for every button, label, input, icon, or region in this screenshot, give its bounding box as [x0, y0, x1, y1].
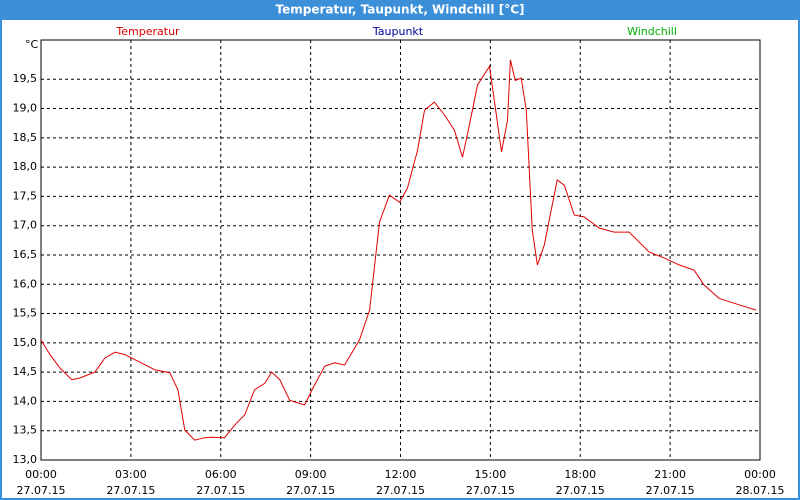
x-tick-date: 27.07.15: [17, 484, 66, 497]
x-tick-date: 27.07.15: [286, 484, 335, 497]
x-tick-label: 06:00: [205, 468, 237, 481]
x-tick-date: 27.07.15: [646, 484, 695, 497]
y-axis-label: °C: [25, 38, 39, 51]
y-tick-label: 16,0: [13, 277, 38, 290]
x-tick-label: 12:00: [385, 468, 417, 481]
y-tick-label: 18,0: [13, 160, 38, 173]
y-tick-label: 14,0: [13, 394, 38, 407]
legend-entry: Taupunkt: [372, 25, 424, 38]
x-tick-date: 27.07.15: [556, 484, 605, 497]
x-tick-date: 27.07.15: [106, 484, 155, 497]
x-tick-date: 27.07.15: [466, 484, 515, 497]
legend-entry: Windchill: [627, 25, 677, 38]
x-tick-label: 00:00: [25, 468, 57, 481]
y-tick-label: 15,5: [13, 307, 38, 320]
plot-frame: [40, 39, 761, 461]
y-tick-label: 14,5: [13, 365, 38, 378]
y-tick-label: 15,0: [13, 336, 38, 349]
y-tick-label: 18,5: [13, 131, 38, 144]
x-tick-label: 09:00: [295, 468, 327, 481]
x-tick-date: 27.07.15: [376, 484, 425, 497]
x-tick-date: 28.07.15: [736, 484, 785, 497]
x-tick-label: 00:00: [744, 468, 776, 481]
x-tick-label: 03:00: [115, 468, 147, 481]
y-tick-label: 13,0: [13, 453, 38, 466]
x-tick-label: 18:00: [564, 468, 596, 481]
y-tick-label: 13,5: [13, 424, 38, 437]
x-tick-label: 21:00: [654, 468, 686, 481]
data-line: [40, 59, 757, 441]
y-tick-label: 17,5: [13, 189, 38, 202]
x-tick-label: 15:00: [475, 468, 507, 481]
y-tick-label: 17,0: [13, 219, 38, 232]
y-tick-label: 19,5: [13, 72, 38, 85]
y-tick-label: 19,0: [13, 102, 38, 115]
legend-entry: Temperatur: [115, 25, 180, 38]
chart-title: Temperatur, Taupunkt, Windchill [°C]: [276, 3, 525, 17]
y-tick-label: 16,5: [13, 248, 38, 261]
x-tick-date: 27.07.15: [196, 484, 245, 497]
